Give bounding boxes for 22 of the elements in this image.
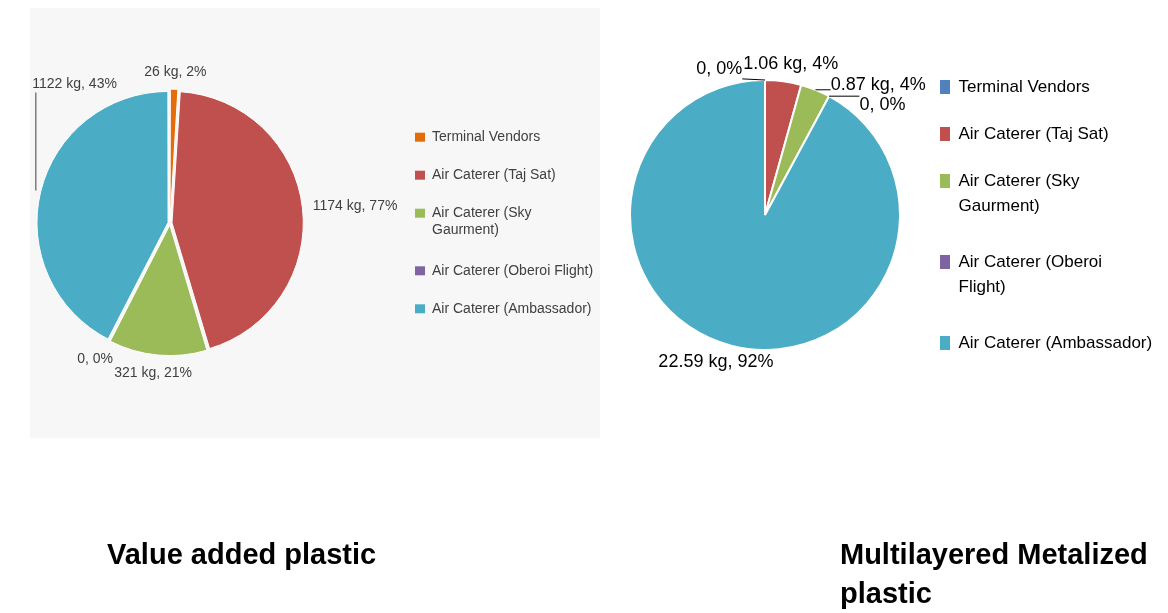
- legend-label: Air Caterer (Oberoi Flight): [432, 261, 594, 278]
- text: Value added plastic: [107, 537, 378, 572]
- legend-label: Air Caterer (Taj Sat): [958, 123, 1109, 143]
- data-label: 1122 kg, 43%: [32, 75, 117, 92]
- legend-label: Air Caterer (Ambassador): [432, 299, 592, 316]
- data-label: 0.87 kg, 4%: [830, 73, 926, 94]
- legend-label: Air Caterer (Taj Sat): [432, 166, 556, 183]
- legend-label: Terminal Vendors: [958, 76, 1090, 96]
- text: Multilayered Metalized plastic: [840, 537, 1149, 611]
- data-label: 26 kg, 2%: [144, 62, 207, 79]
- data-label: 1.06 kg, 4%: [743, 53, 839, 74]
- text: 0, 0%: [859, 93, 906, 114]
- data-label: 22.59 kg, 92%: [658, 351, 774, 372]
- text: 0, 0%: [696, 57, 743, 78]
- legend-label: Terminal Vendors: [432, 128, 541, 145]
- data-label: 1174 kg, 77%: [312, 196, 398, 213]
- data-label: 321 kg, 21%: [114, 364, 192, 381]
- text: 0, 0%: [77, 349, 114, 366]
- legend-label: Air Caterer (Sky Gaurment): [432, 204, 532, 237]
- legend-label: Air Caterer (Ambassador): [958, 332, 1153, 352]
- legend-label: Air Caterer (Oberoi Flight): [958, 251, 1103, 297]
- legend-label: Air Caterer (Sky Gaurment): [958, 170, 1080, 216]
